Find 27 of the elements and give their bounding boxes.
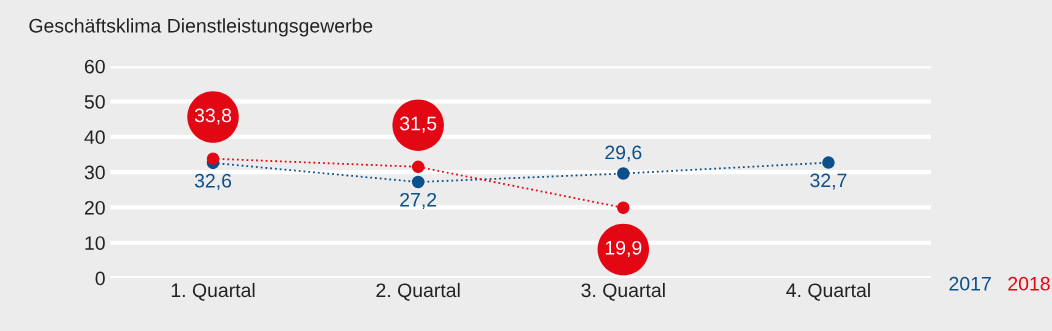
point [411, 160, 425, 174]
data-label: 31,5 [399, 116, 437, 133]
x-tick-label: 4. Quartal [786, 282, 870, 301]
y-tick-label: 30 [84, 165, 105, 180]
point [411, 175, 425, 189]
data-label: 29,6 [605, 145, 642, 162]
x-tick-label: 3. Quartal [581, 282, 665, 301]
data-label: 27,2 [400, 192, 437, 209]
chart-title: Geschäftsklima Dienstleistungsgewerbe [29, 18, 373, 37]
data-label: 33,8 [194, 108, 232, 125]
text: 2017 [949, 276, 991, 291]
y-tick-label: 20 [84, 200, 105, 215]
text: 2018 [1008, 276, 1050, 291]
y-tick-label: 50 [84, 94, 105, 109]
data-label: 32,6 [194, 173, 232, 190]
point [617, 167, 630, 180]
data-label: 32,7 [810, 173, 847, 190]
x-tick-label: 1. Quartal [171, 282, 255, 301]
x-tick-label: 2. Quartal [376, 282, 460, 301]
y-tick-label: 0 [95, 271, 105, 286]
y-tick-label: 10 [85, 236, 105, 250]
point [822, 156, 835, 169]
point [617, 201, 630, 215]
y-tick-label: 60 [84, 59, 105, 74]
point [206, 152, 220, 165]
y-tick-label: 40 [84, 130, 105, 145]
data-label: 19,9 [605, 240, 642, 257]
